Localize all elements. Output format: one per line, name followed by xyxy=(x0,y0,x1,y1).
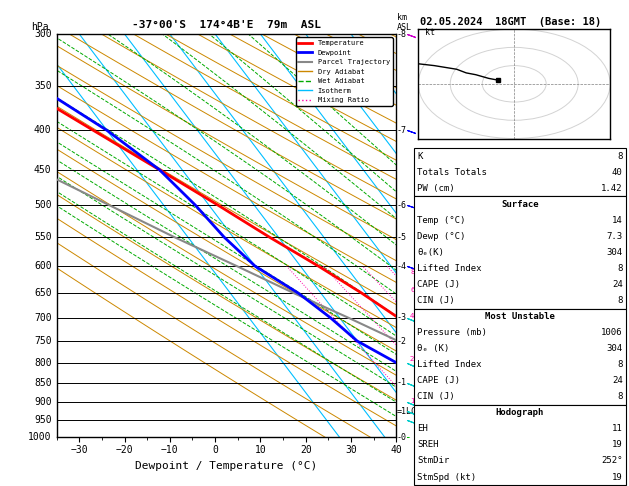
X-axis label: Dewpoint / Temperature (°C): Dewpoint / Temperature (°C) xyxy=(135,461,318,470)
Text: 8: 8 xyxy=(617,264,623,273)
Text: 8: 8 xyxy=(617,360,623,369)
Text: Dewp (°C): Dewp (°C) xyxy=(417,232,465,241)
Text: Hodograph: Hodograph xyxy=(496,408,544,417)
Text: 1.42: 1.42 xyxy=(601,184,623,193)
Text: 304: 304 xyxy=(606,248,623,257)
Text: © weatheronline.co.uk: © weatheronline.co.uk xyxy=(459,471,563,480)
Text: -3: -3 xyxy=(397,313,407,322)
Text: -4: -4 xyxy=(397,262,407,271)
Text: 850: 850 xyxy=(34,378,52,388)
Text: 24: 24 xyxy=(612,280,623,289)
Text: 900: 900 xyxy=(34,397,52,407)
Text: Temp (°C): Temp (°C) xyxy=(417,216,465,225)
Text: StmSpd (kt): StmSpd (kt) xyxy=(417,472,476,482)
Text: PW (cm): PW (cm) xyxy=(417,184,455,193)
Text: Pressure (mb): Pressure (mb) xyxy=(417,328,487,337)
Text: 14: 14 xyxy=(612,216,623,225)
Text: 8: 8 xyxy=(617,392,623,401)
Text: CIN (J): CIN (J) xyxy=(417,296,455,305)
Text: 300: 300 xyxy=(34,29,52,39)
Title: -37°00'S  174°4B'E  79m  ASL: -37°00'S 174°4B'E 79m ASL xyxy=(132,20,321,31)
Text: hPa: hPa xyxy=(31,22,49,32)
Text: 19: 19 xyxy=(612,472,623,482)
Text: θₑ (K): θₑ (K) xyxy=(417,344,449,353)
Text: kt: kt xyxy=(425,28,435,36)
Text: 4: 4 xyxy=(409,312,414,318)
Text: 6: 6 xyxy=(411,287,415,294)
Text: Totals Totals: Totals Totals xyxy=(417,168,487,177)
Text: 550: 550 xyxy=(34,232,52,242)
Text: 2: 2 xyxy=(409,356,414,362)
Text: SREH: SREH xyxy=(417,440,438,450)
Text: -0: -0 xyxy=(397,433,407,442)
Text: 11: 11 xyxy=(612,424,623,434)
Text: 750: 750 xyxy=(34,336,52,346)
Text: Lifted Index: Lifted Index xyxy=(417,264,482,273)
Text: -1: -1 xyxy=(397,379,407,387)
Text: 8: 8 xyxy=(411,269,415,275)
Text: -8: -8 xyxy=(397,30,407,38)
Text: 1000: 1000 xyxy=(28,433,52,442)
Text: 8: 8 xyxy=(617,296,623,305)
Text: 7.3: 7.3 xyxy=(606,232,623,241)
Text: 02.05.2024  18GMT  (Base: 18): 02.05.2024 18GMT (Base: 18) xyxy=(420,17,601,27)
Text: -7: -7 xyxy=(397,126,407,135)
Text: 350: 350 xyxy=(34,81,52,91)
Text: 400: 400 xyxy=(34,125,52,136)
Text: 700: 700 xyxy=(34,313,52,323)
Text: 40: 40 xyxy=(612,168,623,177)
Text: 500: 500 xyxy=(34,200,52,210)
Text: Most Unstable: Most Unstable xyxy=(485,312,555,321)
Text: km
ASL: km ASL xyxy=(397,13,412,32)
Text: 304: 304 xyxy=(606,344,623,353)
Text: -2: -2 xyxy=(397,336,407,346)
Text: -5: -5 xyxy=(397,233,407,242)
Text: 19: 19 xyxy=(612,440,623,450)
Text: 24: 24 xyxy=(612,376,623,385)
Text: K: K xyxy=(417,152,423,161)
Text: 950: 950 xyxy=(34,415,52,425)
Text: Mixing Ratio (g/kg): Mixing Ratio (g/kg) xyxy=(426,188,435,283)
Text: Lifted Index: Lifted Index xyxy=(417,360,482,369)
Text: CIN (J): CIN (J) xyxy=(417,392,455,401)
Text: 1: 1 xyxy=(410,398,415,403)
Text: StmDir: StmDir xyxy=(417,456,449,466)
Text: 252°: 252° xyxy=(601,456,623,466)
Text: θₑ(K): θₑ(K) xyxy=(417,248,444,257)
Text: 450: 450 xyxy=(34,165,52,175)
Text: -6: -6 xyxy=(397,201,407,209)
Text: 650: 650 xyxy=(34,288,52,298)
Text: 1006: 1006 xyxy=(601,328,623,337)
Text: 8: 8 xyxy=(617,152,623,161)
Text: CAPE (J): CAPE (J) xyxy=(417,376,460,385)
Text: Surface: Surface xyxy=(501,200,538,209)
Text: 800: 800 xyxy=(34,358,52,367)
Text: EH: EH xyxy=(417,424,428,434)
Text: CAPE (J): CAPE (J) xyxy=(417,280,460,289)
Text: 600: 600 xyxy=(34,261,52,271)
Text: =1LCL: =1LCL xyxy=(397,407,422,416)
Legend: Temperature, Dewpoint, Parcel Trajectory, Dry Adiabat, Wet Adiabat, Isotherm, Mi: Temperature, Dewpoint, Parcel Trajectory… xyxy=(296,37,392,106)
